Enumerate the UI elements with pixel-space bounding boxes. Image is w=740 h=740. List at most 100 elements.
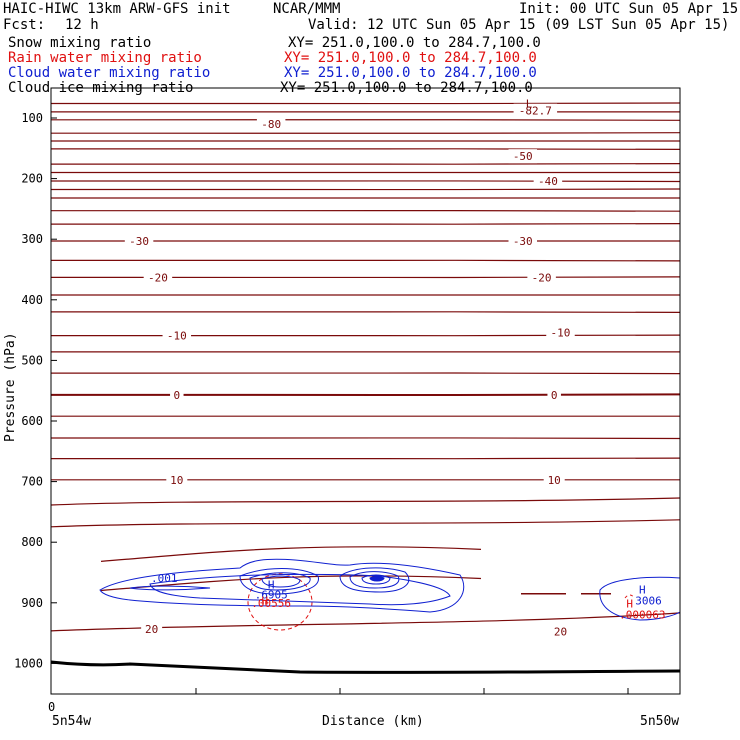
label-background [508,234,537,249]
y-tick-label: 700 [21,475,43,489]
y-axis: 100 200 300 400 500 600 700 800 900 1000 [14,111,57,670]
y-tick-label: 200 [21,172,43,186]
isotherm-label: 0 [173,389,180,402]
extremum-label: .000063 [619,608,665,621]
plot-frame [50,87,681,695]
x-start-label: 5n54w [52,714,91,729]
isotherm-line [50,393,681,396]
y-tick-label: 800 [21,535,43,549]
label-background [170,387,184,402]
cloud-water-contour [369,576,385,582]
isotherm-label: -50 [513,150,533,163]
extremum-label: .00556 [251,597,291,610]
x-tick-label: 0 [48,700,55,714]
isotherm-label: -40 [538,175,558,188]
isotherm-line [50,457,681,460]
isotherm-line [50,102,681,105]
organization-label: NCAR/MMM [273,1,341,17]
extremum-label: L [526,97,533,110]
label-background [546,325,575,340]
valid-time: Valid: 12 UTC Sun 05 Apr 15 (09 LST Sun … [308,17,730,33]
field-xy-snow: XY= 251.0,100.0 to 284.7,100.0 [288,35,541,51]
cloud-water-contour [99,558,465,613]
y-tick-label: 300 [21,232,43,246]
extremum-label: H [268,579,275,592]
ground-surface [50,660,681,674]
isotherm-line [50,132,681,134]
label-background [527,270,556,285]
label-background [162,328,192,343]
field-label-snow: Snow mixing ratio [8,35,152,51]
isotherm-line [50,334,681,337]
x-axis-title: Distance (km) [322,714,424,729]
temperature-contours [50,102,681,632]
label-background [533,174,563,189]
cloud-water-contour [339,567,410,593]
cloud-water-contour [349,571,400,589]
isotherm-label: 10 [548,474,561,487]
forecast-label: Fcst: [3,17,46,33]
rain-contour [624,594,635,599]
field-label-cloud-water: Cloud water mixing ratio [8,65,211,81]
label-background [141,621,163,636]
isotherm-line [50,148,681,150]
cloud-water-contour [249,572,311,591]
extremum-label: H [626,597,633,610]
isotherm-label: 20 [145,623,158,636]
isotherm-line [50,519,681,528]
isotherm-line [50,497,681,506]
isotherm-label: -30 [129,235,149,248]
cloud-water-contour [361,574,391,585]
x-end-label: 5n50w [640,714,679,729]
isotherm-label: -80 [261,118,281,131]
isotherm-label: 10 [170,474,183,487]
label-background [508,149,537,164]
isotherm-line [50,210,681,212]
label-background [124,234,154,249]
y-tick-label: 100 [21,111,43,125]
cloud-water-contour [261,575,301,588]
field-xy-rain: XY= 251.0,100.0 to 284.7,100.0 [284,50,537,66]
isotherm-line [50,612,681,632]
isotherm-line [50,437,681,440]
extremum-label: .001 [151,572,178,585]
extremum-label: H [639,583,646,596]
isotherm-line [50,180,681,183]
model-title: HAIC-HIWC 13km ARW-GFS init [3,1,231,17]
y-axis-title: Pressure (hPa) [3,332,18,442]
isotherm-line [100,546,482,562]
isotherm-label: -20 [532,271,552,284]
isotherm-line [50,311,681,313]
isotherm-line [50,188,681,191]
extremum-label: 3006 [635,594,662,607]
isotherm-label: -30 [513,235,533,248]
label-background [143,270,173,285]
cloud-water-contour [129,585,211,591]
isotherm-line [50,259,681,262]
cloud-water-contours [99,558,681,621]
label-background [166,472,188,487]
isotherm-label: -10 [551,327,571,340]
field-label-rain: Rain water mixing ratio [8,50,202,66]
extremum-label: H [262,594,269,607]
extremum-label: .6905 [255,588,288,601]
label-background [513,103,558,118]
label-background [547,387,561,402]
isotherm-label: -10 [167,330,187,343]
isotherm-line [50,276,681,279]
forecast-hour: 12 h [65,17,99,33]
isotherm-line [50,223,681,225]
init-time: Init: 00 UTC Sun 05 Apr 15 [519,1,739,17]
isotherm-line [50,163,681,165]
isotherm-label: -20 [148,271,168,284]
y-tick-label: 500 [21,353,43,367]
temperature-labels: -80 -82.7 -50 -40 -30 -30 -20 -20 -10 -10 0 0 10 10 20… [124,103,575,639]
label-background [256,117,286,132]
field-xy-cloud-water: XY= 251.0,100.0 to 284.7,100.0 [284,65,537,81]
y-tick-label: 1000 [14,656,43,670]
x-axis: 0 5n54w 5n50w Distance (km) [48,688,679,729]
y-tick-label: 400 [21,293,43,307]
